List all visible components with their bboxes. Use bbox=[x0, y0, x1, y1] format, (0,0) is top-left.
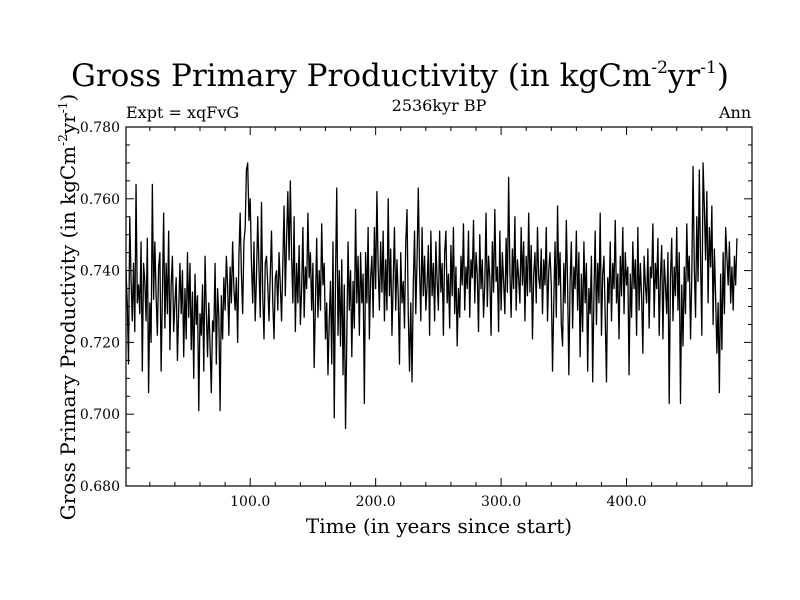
chart-title: Gross Primary Productivity (in kgCm-2yr-… bbox=[71, 58, 729, 94]
season-label: Ann bbox=[719, 103, 752, 122]
y-tick-label: 0.740 bbox=[80, 264, 120, 280]
y-tick-label: 0.680 bbox=[80, 479, 120, 495]
x-axis-label: Time (in years since start) bbox=[305, 514, 573, 538]
x-tick-label: 400.0 bbox=[607, 494, 647, 510]
series-line-gpp bbox=[125, 162, 738, 430]
x-tick-label: 300.0 bbox=[481, 494, 521, 510]
y-tick-label: 0.700 bbox=[80, 407, 120, 423]
x-tick-label: 200.0 bbox=[356, 494, 396, 510]
period-label: 2536kyr BP bbox=[391, 96, 487, 115]
y-tick-label: 0.720 bbox=[80, 335, 120, 351]
y-tick-label: 0.780 bbox=[80, 120, 120, 136]
experiment-label: Expt = xqFvG bbox=[126, 103, 240, 122]
y-tick-label: 0.760 bbox=[80, 192, 120, 208]
x-tick-label: 100.0 bbox=[230, 494, 270, 510]
